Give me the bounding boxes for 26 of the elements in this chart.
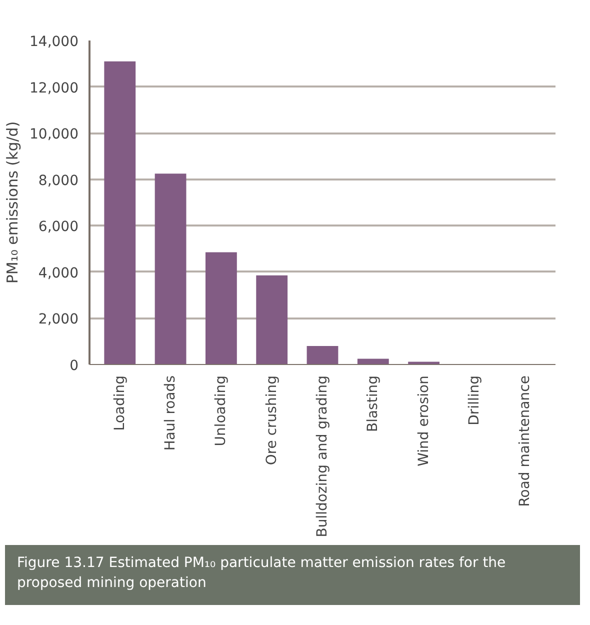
- y-axis-title: PM₁₀ emissions (kg/d): [4, 121, 22, 284]
- x-tick-label: Bulldozing and grading: [314, 375, 330, 538]
- text: Figure 13.17 Estimated PM₁₀ particulate matter emission rates for the proposed mining operation: [17, 554, 507, 593]
- x-tick-label: Unloading: [213, 375, 230, 446]
- x-tick-label: Road maintenance: [517, 375, 534, 507]
- y-tick-label: 14,000: [30, 34, 79, 50]
- bar: [408, 362, 440, 364]
- x-tick-label: Haul roads: [162, 376, 179, 451]
- x-tick-label: Wind erosion: [416, 375, 432, 466]
- y-tick-label: 10,000: [30, 126, 79, 143]
- y-tick-label: 8,000: [38, 172, 79, 189]
- bar: [357, 358, 389, 364]
- x-tick-label: Ore crushing: [264, 375, 280, 466]
- y-tick-label: 4,000: [38, 265, 79, 282]
- y-tick-label: 6,000: [38, 219, 79, 236]
- x-tick-label: Drilling: [466, 375, 482, 426]
- x-tick-label: Blasting: [365, 375, 382, 432]
- y-tick-label: 12,000: [30, 80, 79, 96]
- y-tick-label: 0: [70, 358, 79, 374]
- y-tick-label: 2,000: [38, 312, 79, 328]
- bar: [104, 61, 136, 364]
- x-tick-label: Loading: [112, 376, 128, 431]
- bar: [154, 174, 186, 364]
- bar: [306, 346, 338, 364]
- bar: [256, 275, 288, 364]
- bar: [205, 252, 237, 364]
